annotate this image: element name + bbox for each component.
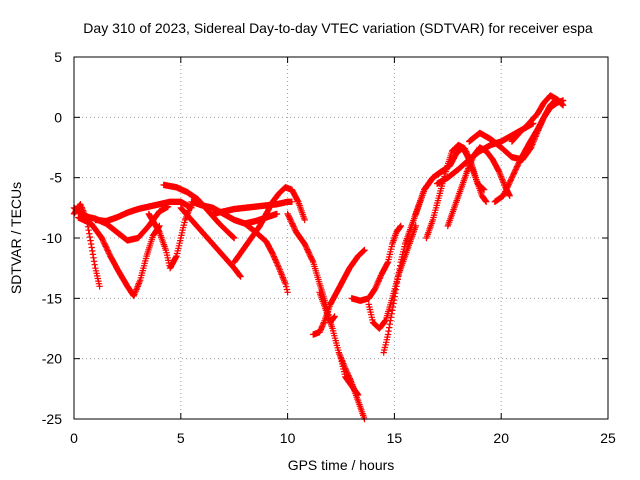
series-sat-track-9 <box>209 198 296 218</box>
chart-title: Day 310 of 2023, Sidereal Day-to-day VTE… <box>83 20 593 36</box>
y-tick-label: 0 <box>54 109 62 125</box>
x-tick-label: 15 <box>387 430 403 446</box>
series-markers <box>177 204 244 280</box>
y-tick-label: -5 <box>50 170 63 186</box>
x-tick-label: 25 <box>600 430 616 446</box>
x-tick-label: 20 <box>493 430 509 446</box>
series-markers <box>348 222 404 304</box>
series-sat-track-13 <box>316 289 368 423</box>
x-axis-label: GPS time / hours <box>288 457 395 473</box>
series-sat-track-4 <box>92 198 195 225</box>
plot-data <box>70 92 567 423</box>
x-tick-label: 5 <box>177 430 185 446</box>
series-markers <box>491 97 567 205</box>
series-sat-track-14 <box>337 355 362 399</box>
series-markers <box>209 198 296 218</box>
x-tick-label: 10 <box>280 430 296 446</box>
series-markers <box>241 220 291 296</box>
series-sat-track-25 <box>508 92 565 145</box>
series-sat-track-3 <box>75 214 163 300</box>
series-markers <box>316 289 368 423</box>
series-markers <box>337 355 362 399</box>
axis-ticks <box>73 56 609 420</box>
series-markers <box>231 184 308 266</box>
series-markers <box>508 92 565 145</box>
axis-tick-labels: 0 5 10 15 20 25 -25 -20 -15 -10 -5 0 5 <box>42 49 616 446</box>
series-sat-track-24 <box>491 97 567 205</box>
y-tick-label: -20 <box>42 351 62 367</box>
series-sat-track-15 <box>310 246 368 338</box>
series-markers <box>75 214 163 300</box>
series-sat-track-11 <box>231 184 308 266</box>
y-tick-label: -10 <box>42 230 62 246</box>
y-tick-label: 5 <box>54 49 62 65</box>
y-tick-label: -15 <box>42 290 62 306</box>
series-markers <box>92 198 195 225</box>
y-axis-label: SDTVAR / TECUs <box>8 182 24 294</box>
series-sat-track-10 <box>241 220 291 296</box>
y-tick-label: -25 <box>42 411 62 427</box>
series-sat-track-7 <box>177 204 244 280</box>
x-tick-label: 0 <box>70 430 78 446</box>
series-markers <box>310 246 368 338</box>
series-sat-track-16 <box>348 222 404 304</box>
